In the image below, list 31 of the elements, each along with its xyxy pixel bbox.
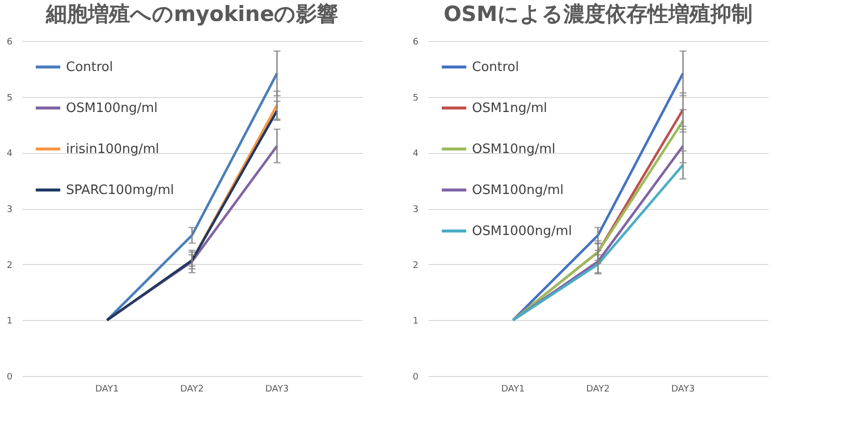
y-tick-label: 3 (6, 205, 12, 215)
y-tick-label: 6 (6, 38, 13, 48)
y-tick-label: 0 (412, 372, 419, 382)
x-tick-label: DAY2 (586, 384, 610, 394)
legend-label: irisin100ng/ml (66, 142, 160, 157)
y-tick-label: 4 (412, 149, 419, 160)
y-tick-label: 2 (412, 260, 418, 271)
chart-title: 細胞増殖へのmyokineの影響 (44, 2, 338, 26)
legend-label: SPARC100mg/ml (66, 183, 174, 198)
x-tick-label: DAY1 (501, 384, 525, 394)
chart-title: OSMによる濃度依存性増殖抑制 (444, 2, 752, 26)
legend-label: OSM100ng/ml (472, 183, 564, 198)
y-tick-label: 5 (412, 93, 418, 104)
y-tick-label: 1 (6, 316, 12, 327)
legend-label: OSM10ng/ml (472, 142, 556, 157)
y-tick-label: 6 (412, 38, 419, 48)
x-tick-label: DAY2 (180, 384, 204, 394)
legend-label: Control (66, 60, 113, 75)
x-tick-label: DAY3 (671, 384, 695, 394)
y-tick-label: 2 (6, 260, 12, 271)
y-tick-label: 0 (6, 372, 13, 382)
legend-label: OSM1000ng/ml (472, 224, 572, 239)
y-tick-label: 5 (6, 93, 12, 104)
y-tick-label: 3 (412, 205, 418, 215)
legend-label: Control (472, 60, 519, 75)
legend-label: OSM100ng/ml (66, 101, 158, 116)
legend-label: OSM1ng/ml (472, 101, 548, 116)
x-tick-label: DAY1 (95, 384, 119, 394)
y-tick-label: 4 (6, 149, 13, 160)
y-tick-label: 1 (412, 316, 418, 327)
x-tick-label: DAY3 (265, 384, 289, 394)
